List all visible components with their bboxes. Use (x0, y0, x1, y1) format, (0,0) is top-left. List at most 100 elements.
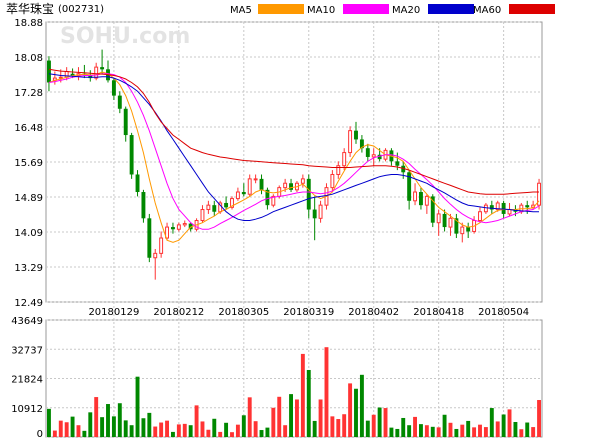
candle-body-up (206, 204, 211, 211)
watermark: SOHU.com (60, 24, 190, 49)
volume-bar (531, 427, 536, 437)
axis-labels: 18.88 18.08 17.28 16.48 15.69 14.89 14.09 13.29… (11, 18, 529, 440)
price-tick-label: 12.49 (14, 298, 43, 309)
volume-bar (94, 397, 99, 437)
moving-average-lines (48, 68, 540, 243)
volume-bar (436, 427, 441, 437)
candle-body-up (424, 195, 429, 206)
volume-bar (230, 432, 234, 437)
ma60-line (48, 68, 539, 195)
volume-bar (218, 431, 223, 437)
volume-bar (519, 429, 524, 437)
volume-bar (224, 422, 229, 437)
volume-bar (324, 347, 329, 437)
volume-bar (336, 419, 341, 437)
volume-bar (389, 427, 394, 437)
candle-body-up (253, 178, 258, 181)
date-tick-label: 20180319 (283, 307, 334, 318)
volume-bar (460, 424, 465, 437)
volume-bar (165, 420, 169, 437)
volume-bar (489, 408, 494, 437)
price-tick-label: 18.88 (14, 18, 43, 29)
volume-bar (247, 397, 252, 437)
candle-body-up (413, 191, 418, 202)
volume-bar (371, 414, 376, 437)
volume-bar (507, 409, 512, 437)
volume-tick-label: 10912 (11, 404, 43, 415)
legend-swatch (509, 4, 555, 14)
candle-body-up (436, 213, 441, 224)
candle-body-up (176, 224, 181, 230)
candle-body-down (141, 192, 146, 219)
candle-body-up (200, 209, 205, 221)
candle-body-up (460, 226, 465, 235)
candle-body-down (117, 95, 122, 109)
legend-label: MA10 (307, 5, 335, 16)
volume-bar (295, 399, 299, 437)
price-tick-label: 15.69 (14, 158, 43, 169)
ma10-line (48, 73, 540, 230)
price-tick-label: 14.89 (14, 193, 43, 204)
volume-bar (342, 414, 347, 437)
volume-bar (188, 425, 193, 437)
candle-body-down (188, 223, 193, 230)
volume-bar (82, 430, 87, 437)
volume-bar (159, 422, 164, 437)
volume-bar (123, 420, 128, 437)
volume-bar (448, 422, 453, 437)
price-tick-label: 16.48 (14, 123, 43, 134)
candle-body-up (483, 204, 488, 213)
candle-body-down (265, 189, 270, 206)
volume-bar (88, 412, 93, 437)
candle-body-up (182, 223, 187, 226)
candle-body-up (342, 152, 347, 167)
volume-bar (330, 416, 335, 437)
candle-body-down (377, 154, 382, 160)
candle-body-up (537, 182, 541, 206)
date-tick-label: 20180305 (218, 307, 269, 318)
volume-bar (478, 424, 482, 437)
candle-body-up (448, 217, 453, 228)
volume-bar (312, 420, 317, 437)
chart-grid (45, 21, 543, 438)
candle-body-down (454, 218, 459, 234)
candle-body-down (259, 178, 264, 190)
candle-body-down (395, 161, 400, 166)
volume-bar (106, 404, 110, 437)
candle-body-down (501, 202, 506, 214)
volume-bar (300, 353, 305, 437)
legend-swatch (343, 4, 389, 14)
volume-bar (141, 418, 146, 437)
volume-bar (289, 394, 293, 437)
volume-tick-label: 43649 (11, 316, 43, 327)
volume-bar (413, 416, 417, 437)
candle-body-down (123, 108, 128, 136)
date-tick-label: 20180418 (413, 307, 464, 318)
candle-body-down (171, 227, 175, 230)
volume-bar (76, 425, 81, 437)
volume-bar (206, 429, 211, 437)
candle-body-down (401, 165, 406, 173)
candle-body-down (359, 139, 364, 149)
candle-body-down (289, 183, 293, 190)
candle-body-up (159, 237, 164, 254)
candle-body-down (442, 213, 447, 228)
candle-body-down (88, 74, 93, 79)
candle-body-up (230, 198, 234, 208)
candle-body-up (300, 178, 305, 184)
volume-bar (58, 420, 63, 437)
date-tick-label: 20180504 (478, 307, 529, 318)
candle-body-down (354, 130, 358, 140)
volume-bar (253, 421, 258, 437)
volume-bar (483, 427, 488, 437)
volume-bar (117, 403, 122, 437)
volume-bar (200, 421, 205, 437)
candle-body-down (430, 196, 435, 223)
candle-body-up (271, 195, 276, 206)
date-tick-label: 20180212 (153, 307, 204, 318)
candle-body-down (241, 192, 246, 195)
candle-body-up (336, 165, 341, 175)
volume-bar (135, 376, 140, 437)
volume-bar (111, 416, 116, 437)
volume-bar (271, 407, 276, 437)
